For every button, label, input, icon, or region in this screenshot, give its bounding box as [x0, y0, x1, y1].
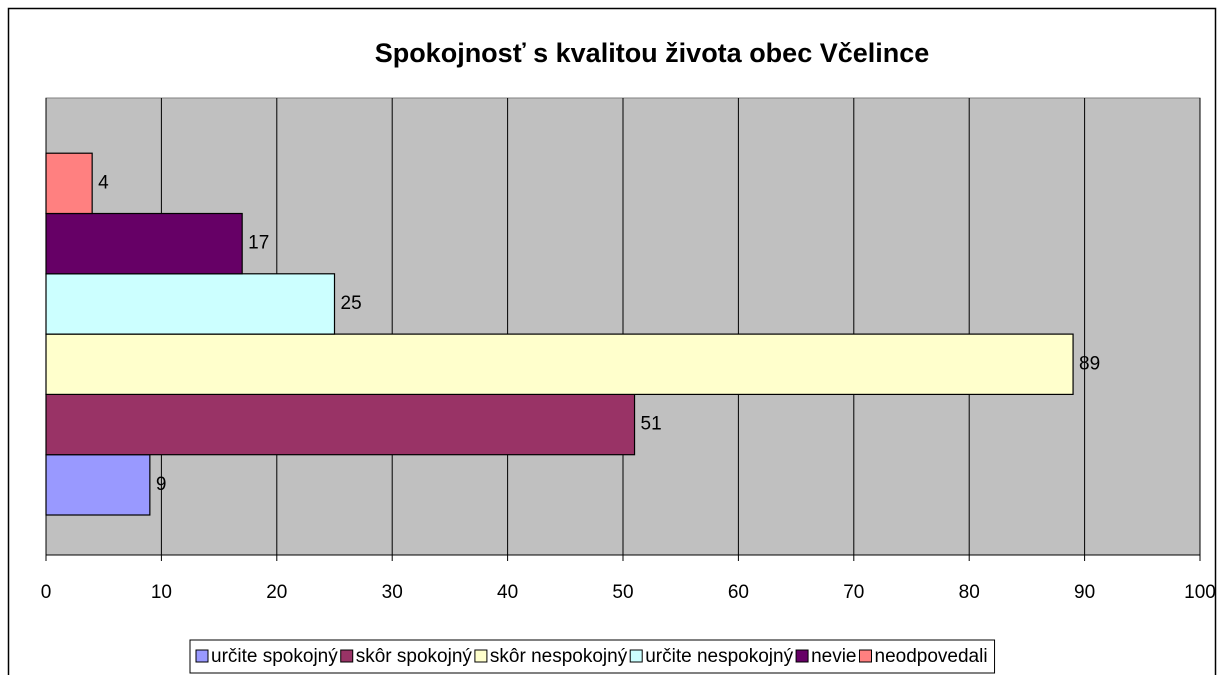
legend-swatch: [195, 649, 209, 663]
bar: [45, 152, 93, 215]
x-tick-label: 100: [1184, 582, 1216, 603]
bar: [45, 333, 1074, 396]
data-label: 25: [341, 293, 362, 314]
data-label: 51: [641, 414, 662, 435]
data-label: 9: [156, 474, 167, 495]
chart-frame: [7, 7, 1217, 675]
legend-swatch: [474, 649, 488, 663]
data-label: 17: [248, 233, 269, 254]
legend-swatch: [340, 649, 354, 663]
legend-label: určite nespokojný: [645, 646, 793, 667]
x-tick-label: 50: [612, 582, 633, 603]
data-label: 4: [98, 172, 109, 193]
bar: [45, 393, 636, 456]
bar: [45, 273, 336, 335]
legend-label: nevie: [811, 646, 856, 667]
x-tick-label: 60: [728, 582, 749, 603]
x-tick-label: 30: [382, 582, 403, 603]
x-tick-label: 70: [843, 582, 864, 603]
legend-swatch: [629, 649, 643, 663]
legend: [189, 639, 996, 674]
legend-label: skôr nespokojný: [490, 646, 628, 667]
data-label: 89: [1079, 353, 1100, 374]
chart-title: Spokojnosť s kvalitou života obec Včelin…: [375, 38, 930, 68]
legend-label: neodpovedali: [875, 646, 988, 667]
legend-label: určite spokojný: [211, 646, 338, 667]
x-tick-label: 20: [266, 582, 287, 603]
x-tick-label: 40: [497, 582, 518, 603]
legend-label: skôr spokojný: [356, 646, 473, 667]
bar: [45, 454, 151, 516]
x-tick-label: 80: [959, 582, 980, 603]
x-tick-label: 90: [1074, 582, 1095, 603]
bar: [45, 212, 243, 275]
legend-swatch: [795, 649, 809, 663]
x-tick-label: 10: [151, 582, 172, 603]
x-tick-label: 0: [41, 582, 52, 603]
legend-swatch: [859, 649, 872, 663]
